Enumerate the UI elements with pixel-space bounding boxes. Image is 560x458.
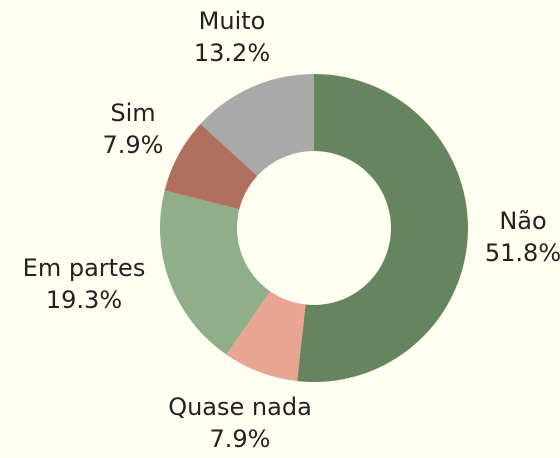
- donut-slice: [200, 74, 314, 176]
- donut-slice: [164, 123, 258, 210]
- slice-label: Muito: [199, 7, 266, 35]
- donut-slice: [160, 190, 271, 355]
- slice-label: Sim: [110, 99, 155, 127]
- slice-value-label: 7.9%: [103, 131, 164, 159]
- slice-value-label: 51.8%: [485, 239, 560, 267]
- donut-slice: [297, 74, 468, 383]
- slice-value-label: 13.2%: [194, 39, 270, 67]
- slice-value-label: 19.3%: [46, 286, 122, 314]
- donut-slice: [226, 291, 306, 382]
- slice-value-label: 7.9%: [210, 425, 271, 453]
- slice-label: Em partes: [23, 254, 146, 282]
- slice-label: Quase nada: [168, 393, 312, 421]
- slice-label: Não: [499, 207, 546, 235]
